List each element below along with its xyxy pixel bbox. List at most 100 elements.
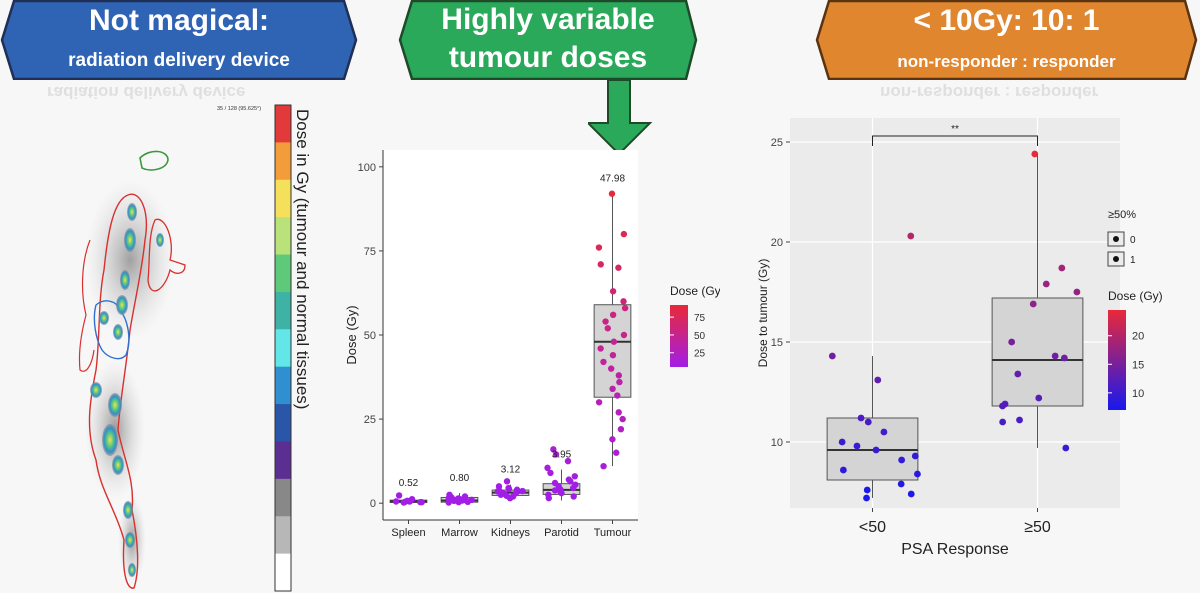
p2-shape-legend-dot bbox=[1113, 256, 1119, 262]
p1-point bbox=[620, 230, 628, 238]
p1-point bbox=[445, 494, 452, 502]
p2-legend-tick-label: 15 bbox=[1132, 359, 1144, 371]
p2-significance-label: ** bbox=[951, 124, 959, 135]
p1-point bbox=[461, 493, 469, 500]
p1-median-label: 47.98 bbox=[600, 174, 625, 185]
p1-legend-tick-label: 25 bbox=[694, 349, 706, 360]
p1-point bbox=[608, 190, 616, 197]
p2-legend-title: Dose (Gy) bbox=[1108, 289, 1163, 303]
p2-point bbox=[1008, 338, 1016, 346]
p2-point bbox=[863, 486, 871, 494]
p2-point bbox=[857, 414, 865, 422]
p2-point bbox=[839, 466, 847, 474]
colorbar-segment bbox=[275, 291, 291, 330]
p1-point bbox=[550, 446, 557, 453]
banner-left: Not magical: radiation delivery device bbox=[0, 0, 358, 80]
p1-point bbox=[609, 311, 617, 319]
p1-point bbox=[617, 425, 625, 433]
p1-point bbox=[552, 451, 560, 458]
p2-point bbox=[853, 442, 861, 450]
p1-point bbox=[610, 338, 618, 345]
p1-point bbox=[614, 392, 621, 399]
p2-point bbox=[828, 352, 836, 360]
p2-point bbox=[1073, 288, 1081, 296]
p2-point bbox=[874, 376, 882, 384]
p2-point bbox=[999, 418, 1007, 426]
p2-ytick-label: 25 bbox=[771, 137, 783, 149]
p1-point bbox=[551, 479, 559, 487]
p1-point bbox=[609, 351, 617, 359]
p2-point bbox=[1016, 416, 1023, 424]
p2-legend-colorbar bbox=[1108, 310, 1126, 410]
dose-colorbar: Dose in Gy (tumour and normal tissues) bbox=[274, 104, 312, 592]
p2-shape-legend-title: ≥50% bbox=[1108, 209, 1136, 221]
p2-point bbox=[872, 446, 880, 454]
p1-point bbox=[619, 415, 626, 423]
colorbar-segment bbox=[275, 179, 291, 218]
p2-point bbox=[1062, 444, 1070, 452]
p1-point bbox=[392, 498, 400, 505]
p1-xtick-label: Tumour bbox=[594, 527, 632, 539]
organ-dose-boxplot: 0 25 50 75 100 Spleen Marrow Kidneys Parotid Tumo… bbox=[344, 150, 720, 539]
banner-center: Highly variable tumour doses bbox=[398, 0, 698, 80]
p1-point bbox=[607, 365, 615, 372]
p2-point bbox=[1014, 370, 1022, 378]
p1-point bbox=[604, 325, 611, 332]
p1-point bbox=[609, 385, 616, 393]
p1-point bbox=[564, 457, 572, 465]
p2-ytick-label: 10 bbox=[771, 437, 783, 449]
p1-xtick-label: Marrow bbox=[441, 527, 478, 539]
p1-point bbox=[513, 486, 521, 493]
p2-xtick-label: ≥50 bbox=[1024, 519, 1051, 536]
p1-point bbox=[519, 487, 526, 495]
p2-point bbox=[907, 232, 915, 240]
p1-point bbox=[400, 499, 407, 506]
p1-median-label: 0.80 bbox=[450, 473, 470, 484]
p2-point bbox=[1042, 280, 1050, 288]
colorbar-segment bbox=[275, 404, 291, 442]
p1-ytick-label: 25 bbox=[364, 414, 376, 426]
p1-point bbox=[615, 372, 623, 379]
p2-point bbox=[1060, 354, 1068, 362]
banner-right-shape bbox=[815, 0, 1198, 80]
p2-point bbox=[1051, 352, 1059, 360]
p1-point bbox=[567, 478, 574, 485]
p2-significance-bracket bbox=[872, 135, 1038, 146]
colorbar-segment bbox=[275, 142, 291, 181]
p2-point bbox=[838, 438, 846, 446]
p2-legend-tick-label: 10 bbox=[1132, 388, 1144, 400]
p1-xtick-label: Kidneys bbox=[491, 527, 531, 539]
p2-point bbox=[1035, 394, 1043, 402]
p2-legend-tick-label: 20 bbox=[1132, 331, 1144, 343]
p1-legend-colorbar bbox=[670, 305, 688, 367]
p1-point bbox=[620, 298, 627, 305]
p1-point bbox=[595, 399, 603, 406]
p1-point bbox=[600, 462, 607, 470]
p1-xtick-label: Spleen bbox=[391, 527, 425, 539]
colorbar-segment bbox=[275, 478, 291, 517]
p1-point bbox=[505, 485, 513, 493]
banner-center-subtitle: tumour doses bbox=[448, 41, 648, 74]
p1-point bbox=[620, 331, 628, 339]
colorbar-segment bbox=[275, 553, 291, 592]
p1-point bbox=[597, 261, 604, 268]
dose-map-image: 35 / 128 (95.625°) bbox=[78, 106, 261, 589]
p1-point bbox=[547, 469, 554, 477]
p1-ytick-label: 50 bbox=[364, 330, 376, 342]
p1-point bbox=[597, 345, 604, 352]
p1-median-label: 0.52 bbox=[399, 478, 419, 489]
p2-box bbox=[991, 297, 1084, 407]
p1-point bbox=[572, 481, 579, 488]
p1-point bbox=[602, 318, 609, 325]
p2-ylabel: Dose to tumour (Gy) bbox=[756, 259, 770, 368]
p2-point bbox=[863, 494, 870, 502]
p1-point bbox=[406, 498, 413, 505]
banner-right: < 10Gy: 10: 1 non-responder : responder bbox=[815, 0, 1198, 80]
p1-point bbox=[503, 478, 511, 485]
p1-median-label: 3.95 bbox=[552, 450, 572, 461]
p1-point bbox=[609, 288, 617, 295]
banner-center-title: Highly variable bbox=[441, 3, 655, 36]
p1-legend-tick-label: 75 bbox=[694, 313, 706, 324]
p1-point bbox=[544, 464, 551, 472]
